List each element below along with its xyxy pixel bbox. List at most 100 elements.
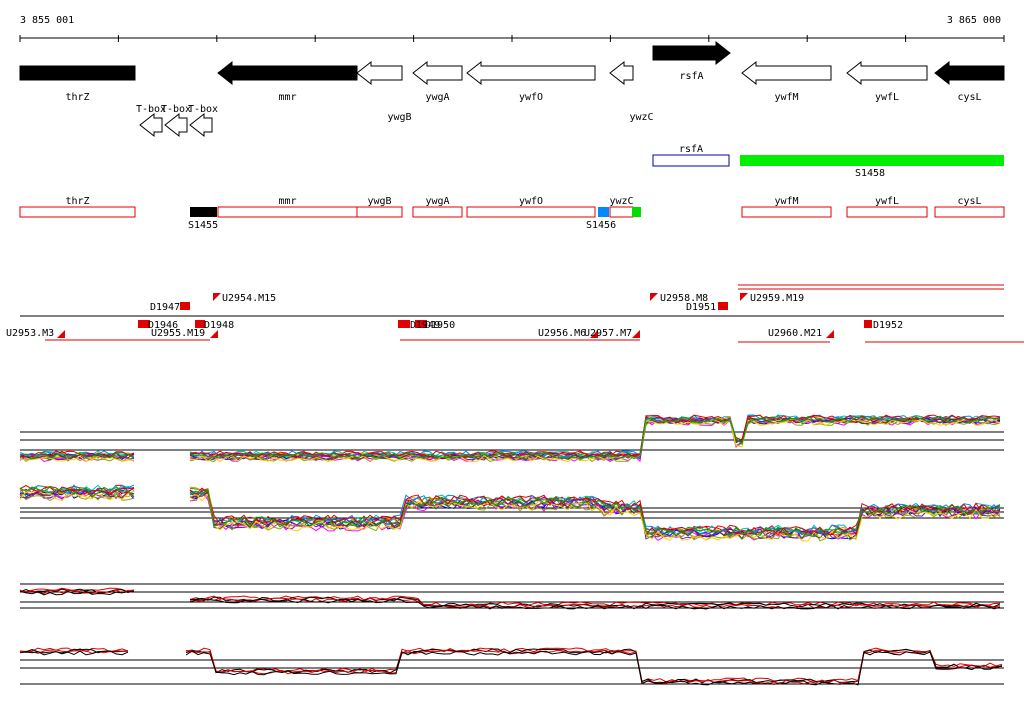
- regulation-label: D1948: [204, 320, 234, 331]
- regulation-label: D1946: [148, 320, 178, 331]
- operon-label-thrZ: thrZ: [65, 196, 89, 207]
- expression-profile-line: [19, 484, 135, 496]
- regulation-block: [864, 320, 872, 328]
- expression-profile-line: [189, 488, 1001, 540]
- operon-label-ywfL: ywfL: [875, 196, 899, 207]
- tbox-arrow: [139, 112, 163, 138]
- axis-start-label: 3 855 001: [20, 15, 74, 26]
- gene-label-cysL: cysL: [957, 92, 981, 103]
- s-green-box: [632, 207, 641, 217]
- regulation-label: U2955.M19: [151, 328, 205, 339]
- gene-arrow-thrZ: [19, 65, 136, 81]
- s1458-bar: [740, 155, 1004, 166]
- operon-box-ywgA: [412, 206, 463, 218]
- regulation-flag: [740, 293, 748, 301]
- operon-label-ywgB: ywgB: [367, 196, 391, 207]
- gene-label-ywfL: ywfL: [875, 92, 899, 103]
- expression-profile-line: [19, 450, 135, 458]
- regulation-label: U2960.M21: [768, 328, 822, 339]
- coordinate-axis: 3 855 001 3 865 000: [19, 15, 1005, 42]
- expression-profile-line: [19, 486, 135, 496]
- expression-profile-line: [19, 486, 135, 498]
- expression-profile-line: [189, 598, 1001, 610]
- expression-profile-line: [185, 648, 1003, 684]
- gene-label-ywzC: ywzC: [629, 112, 653, 123]
- regulation-block: [180, 302, 190, 310]
- gene-label-ywfO: ywfO: [519, 92, 543, 103]
- expression-profile-line: [19, 451, 135, 459]
- regulation-label: U2954.M15: [222, 293, 276, 304]
- regulation-flag: [826, 330, 834, 338]
- gene-label-ywgA: ywgA: [425, 92, 449, 103]
- operon-label-ywfM: ywfM: [774, 196, 798, 207]
- tbox-arrow: [189, 112, 213, 138]
- regulation-label: D1949: [410, 320, 440, 331]
- expression-profile-line: [185, 647, 1003, 683]
- expression-profile-line: [19, 590, 135, 596]
- operon-box-ywgB: [356, 206, 403, 218]
- tbox-arrow: [164, 112, 188, 138]
- operon-label-mmr: mmr: [278, 196, 296, 207]
- regulation-flag: [210, 330, 218, 338]
- expression-profile-line: [19, 587, 135, 593]
- gene-label-thrZ: thrZ: [65, 92, 89, 103]
- s1458-label: S1458: [855, 168, 885, 179]
- operon-label-ywzC: ywzC: [609, 196, 633, 207]
- s1456-label: S1456: [586, 220, 616, 231]
- gene-track: thrZ mmr ywgB ywgA ywfO ywzC rsfA ywfM ywfL cysL: [19, 40, 1005, 123]
- operon-label-ywfO: ywfO: [519, 196, 543, 207]
- expression-profile-line: [189, 492, 1001, 541]
- gene-arrow-mmr: [217, 60, 358, 86]
- regulation-label: D1947: [150, 302, 180, 313]
- expression-profile-line: [19, 490, 135, 502]
- gene-arrow-ywfL: [846, 60, 928, 86]
- s1456-box: [598, 207, 609, 217]
- gene-arrow-cysL: [934, 60, 1005, 86]
- gene-label-mmr: mmr: [278, 92, 296, 103]
- expression-profile-line: [19, 453, 135, 461]
- rsfa-box-label: rsfA: [679, 144, 703, 155]
- gene-label-rsfA: rsfA: [679, 71, 703, 82]
- operon-box-mmr: [217, 206, 358, 218]
- gene-arrow-ywzC: [609, 60, 634, 86]
- expression-profile-line: [189, 487, 1001, 536]
- axis-end-label: 3 865 000: [947, 15, 1001, 26]
- gene-arrow-ywfO: [466, 60, 596, 86]
- regulation-label: U2958.M8: [660, 293, 708, 304]
- gene-label-ywfM: ywfM: [774, 92, 798, 103]
- operon-label-ywgA: ywgA: [425, 196, 449, 207]
- regulation-block: [195, 320, 205, 328]
- gene-arrow-ywgA: [412, 60, 463, 86]
- regulation-label: U2959.M19: [750, 293, 804, 304]
- expression-profile-line: [189, 489, 1001, 538]
- expression-profile-line: [189, 414, 1001, 458]
- regulation-label: U2957.M7: [584, 328, 632, 339]
- regulation-label: D1950: [425, 320, 455, 331]
- regulation-block: [415, 320, 427, 328]
- regulation-label: U2956.M6: [538, 328, 586, 339]
- tbox-label: T-box: [136, 104, 166, 115]
- expression-profile-line: [189, 492, 1001, 542]
- regulation-flag: [213, 293, 221, 301]
- tbox-label: T-box: [188, 104, 218, 115]
- expression-profile-line: [19, 455, 134, 463]
- expression-profile-line: [189, 415, 1001, 460]
- regulation-label: U2953.M3: [6, 328, 54, 339]
- gene-arrow-ywgB: [356, 60, 403, 86]
- regulation-label: D1951: [686, 302, 716, 313]
- regulation-flag: [632, 330, 640, 338]
- regulation-flag: [590, 330, 598, 338]
- s1455-box: [190, 207, 217, 217]
- regulation-block: [398, 320, 410, 328]
- operon-box-ywfL: [846, 206, 928, 218]
- expression-profile-line: [19, 488, 135, 498]
- regulation-block: [138, 320, 150, 328]
- regulation-block: [718, 302, 728, 310]
- expression-panels: [19, 414, 1004, 686]
- expression-profile-line: [185, 650, 1003, 686]
- operon-label-cysL: cysL: [957, 196, 981, 207]
- operon-box-ywfO: [466, 206, 596, 218]
